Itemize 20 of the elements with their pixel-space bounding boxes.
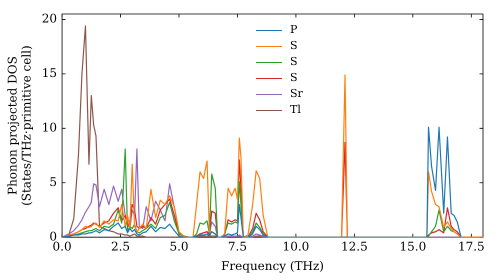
legend-label: P — [290, 22, 298, 38]
x-tick-label: 5.0 — [169, 240, 189, 254]
x-tick-label: 2.5 — [110, 240, 130, 254]
y-tick-label: 15 — [42, 66, 58, 80]
legend-label: S — [290, 54, 298, 70]
y-tick-label: 10 — [42, 120, 58, 134]
y-tick-label: 5 — [49, 174, 58, 189]
x-tick-label: 15.0 — [399, 240, 426, 254]
y-axis-title: Phonon projected DOS (States/THz·primitive cell) — [5, 45, 34, 206]
legend-label: S — [290, 70, 298, 86]
y-tick-label: 20 — [42, 12, 58, 26]
legend-label: Tl — [290, 102, 301, 118]
legend-label: Sr — [290, 86, 303, 102]
x-tick-label: 7.5 — [228, 240, 248, 254]
x-tick-label: 10.0 — [282, 240, 310, 254]
x-tick-label: 17.5 — [458, 240, 485, 254]
x-tick-label: 0.0 — [52, 240, 72, 254]
legend-label: S — [290, 38, 298, 54]
x-tick-label: 12.5 — [341, 240, 368, 254]
x-axis-title: Frequency (THz) — [221, 258, 324, 273]
